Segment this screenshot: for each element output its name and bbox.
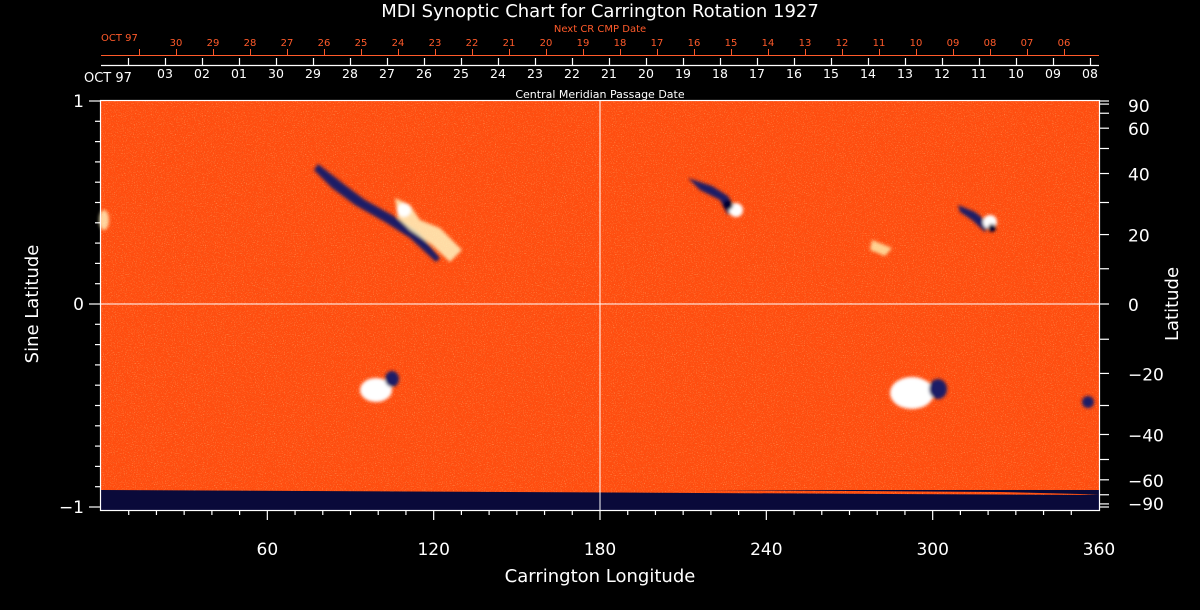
next-date-label: 08 [984, 38, 997, 49]
cmp-date-label: 09 [1045, 66, 1061, 81]
cmp-date-label: 13 [897, 66, 913, 81]
y-right-tick-label: 60 [1128, 120, 1150, 140]
cmp-date-label: 16 [786, 66, 802, 81]
left-axis-title: Sine Latitude [22, 245, 43, 364]
cmp-date-label: 26 [416, 66, 432, 81]
bottom-axis-ticks: 60 120 180 240 300 360 [128, 510, 1115, 560]
cmp-date-label: 24 [490, 66, 506, 81]
x-tick-label: 240 [750, 540, 782, 560]
cmp-date-label: 11 [971, 66, 987, 81]
x-tick-label: 120 [417, 540, 449, 560]
right-axis-title: Latitude [1162, 267, 1183, 341]
cmp-date-label: 14 [860, 66, 876, 81]
right-axis-ticks: 90 60 40 20 0 −20 −40 −60 −90 [1099, 97, 1164, 515]
next-axis-label: Next CR CMP Date [554, 24, 646, 35]
next-date-label: 06 [1058, 38, 1071, 49]
cmp-date-label: 15 [823, 66, 839, 81]
cmp-date-label: 25 [453, 66, 469, 81]
next-date-label: 25 [355, 38, 368, 49]
y-right-tick-label: −20 [1128, 365, 1164, 385]
cmp-axis-ticks: 03 02 01 30 29 28 27 26 25 24 23 22 21 20 19 18 17 16 15 14… [127, 58, 1098, 81]
next-date-label: 07 [1021, 38, 1034, 49]
next-date-label: 14 [762, 38, 775, 49]
y-left-tick-label: 1 [73, 92, 84, 112]
x-tick-label: 60 [257, 540, 279, 560]
cmp-date-label: 28 [342, 66, 358, 81]
cmp-date-label: 08 [1082, 66, 1098, 81]
x-tick-label: 300 [916, 540, 948, 560]
next-date-label: 19 [577, 38, 590, 49]
next-date-label: 27 [281, 38, 294, 49]
chart-title: MDI Synoptic Chart for Carrington Rotati… [381, 1, 819, 22]
cmp-date-label: 20 [638, 66, 654, 81]
cmp-date-label: 12 [934, 66, 950, 81]
next-date-label: 13 [799, 38, 812, 49]
cmp-date-label: 19 [675, 66, 691, 81]
next-date-label: 24 [392, 38, 405, 49]
y-right-tick-label: 90 [1128, 97, 1150, 117]
x-tick-label: 360 [1083, 540, 1115, 560]
next-date-label: 15 [725, 38, 738, 49]
next-date-label: 17 [651, 38, 664, 49]
next-date-label: 26 [318, 38, 331, 49]
next-axis-ticks: 30 29 28 27 26 25 24 23 22 21 20 19 18 17 16 15 14 13 12 11… [139, 38, 1071, 55]
next-date-label: 16 [688, 38, 701, 49]
y-right-tick-label: −40 [1128, 426, 1164, 446]
next-date-label: 23 [429, 38, 442, 49]
y-right-tick-label: 0 [1128, 296, 1139, 316]
next-axis-start: OCT 97 [101, 33, 138, 44]
next-date-label: 28 [244, 38, 257, 49]
cmp-date-label: 22 [564, 66, 580, 81]
y-right-tick-label: −60 [1128, 472, 1164, 492]
x-axis-title: Carrington Longitude [505, 566, 696, 587]
y-right-tick-label: 20 [1128, 227, 1150, 247]
left-axis-ticks: 1 0 −1 [59, 92, 101, 518]
cmp-date-label: 21 [601, 66, 617, 81]
active-regions [99, 164, 1094, 409]
cmp-axis-label: Central Meridian Passage Date [515, 88, 684, 101]
next-date-label: 20 [540, 38, 553, 49]
next-date-label: 09 [947, 38, 960, 49]
next-date-label: 21 [503, 38, 516, 49]
next-date-label: 12 [836, 38, 849, 49]
y-left-tick-label: −1 [59, 498, 84, 518]
cmp-date-label: 30 [268, 66, 284, 81]
y-right-tick-label: 40 [1128, 166, 1150, 186]
next-date-label: 30 [170, 38, 183, 49]
next-date-label: 10 [910, 38, 923, 49]
x-tick-label: 180 [584, 540, 616, 560]
cmp-axis-start: OCT 97 [84, 71, 132, 86]
cmp-date-label: 27 [379, 66, 395, 81]
cmp-date-label: 01 [231, 66, 247, 81]
next-date-label: 22 [466, 38, 479, 49]
cmp-date-label: 02 [194, 66, 210, 81]
cmp-date-label: 03 [157, 66, 173, 81]
cmp-date-label: 10 [1008, 66, 1024, 81]
cmp-date-label: 29 [305, 66, 321, 81]
y-left-tick-label: 0 [73, 295, 84, 315]
next-date-label: 18 [614, 38, 627, 49]
next-date-label: 11 [873, 38, 886, 49]
cmp-date-label: 23 [527, 66, 543, 81]
cmp-date-label: 17 [749, 66, 765, 81]
next-date-label: 29 [207, 38, 220, 49]
cmp-date-label: 18 [712, 66, 728, 81]
y-right-tick-label: −90 [1128, 495, 1164, 515]
